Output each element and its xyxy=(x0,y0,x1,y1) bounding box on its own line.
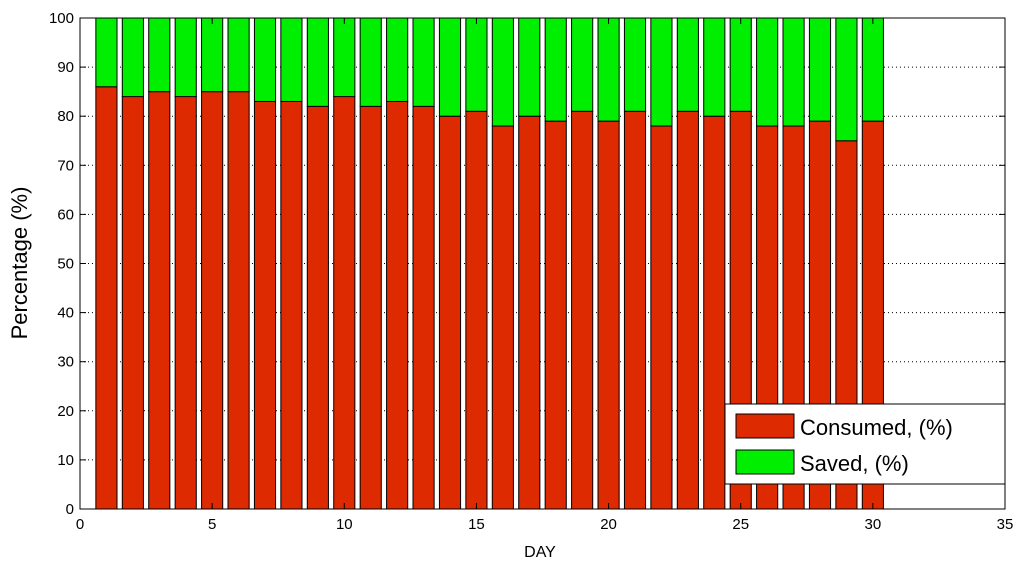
bar-consumed xyxy=(95,86,118,510)
bar-saved xyxy=(174,17,197,98)
bar-consumed xyxy=(650,125,673,510)
x-tick-label: 20 xyxy=(600,516,617,533)
legend-label-saved: Saved, (%) xyxy=(800,451,909,476)
bar-saved xyxy=(280,17,303,102)
x-tick-label: 15 xyxy=(468,516,485,533)
bar-saved xyxy=(835,17,858,142)
x-tick-label: 5 xyxy=(208,516,216,533)
bar-saved xyxy=(412,17,435,107)
bar-saved xyxy=(438,17,462,117)
bar-consumed xyxy=(438,115,462,510)
x-tick-label: 30 xyxy=(865,516,882,533)
bar-consumed xyxy=(703,115,726,510)
bar-consumed xyxy=(623,110,647,510)
bar-saved xyxy=(121,17,144,98)
y-axis-ticks: 0 10 20 30 40 50 60 70 80 90 100 xyxy=(49,10,1005,518)
bar-saved xyxy=(518,17,541,117)
bar-saved xyxy=(623,17,647,112)
y-tick-label: 30 xyxy=(57,354,74,371)
y-tick-label: 0 xyxy=(66,501,74,518)
bar-consumed xyxy=(253,100,277,510)
bar-saved xyxy=(148,17,171,93)
bar-saved xyxy=(756,17,779,127)
bar-consumed xyxy=(359,105,382,510)
bar-saved xyxy=(465,17,488,112)
bar-saved xyxy=(95,17,118,88)
bar-consumed xyxy=(148,91,171,510)
bar-saved xyxy=(359,17,382,107)
bar-saved xyxy=(808,17,832,122)
bar-saved xyxy=(201,17,224,93)
x-tick-label: 25 xyxy=(732,516,749,533)
x-tick-label: 0 xyxy=(76,516,84,533)
bar-saved xyxy=(676,17,699,112)
bar-saved xyxy=(306,17,329,107)
x-axis-title: DAY xyxy=(524,544,556,561)
bar-consumed xyxy=(333,96,356,510)
bar-saved xyxy=(571,17,594,112)
y-tick-label: 70 xyxy=(57,157,74,174)
x-tick-label: 35 xyxy=(997,516,1014,533)
bar-consumed xyxy=(280,100,303,510)
legend-swatch-consumed xyxy=(735,413,795,439)
y-tick-label: 10 xyxy=(57,452,74,469)
bar-saved xyxy=(491,17,514,127)
x-tick-label: 10 xyxy=(336,516,353,533)
bar-consumed xyxy=(571,110,594,510)
bar-consumed xyxy=(306,105,329,510)
bar-consumed xyxy=(121,96,144,510)
legend-label-consumed: Consumed, (%) xyxy=(800,415,953,440)
bar-saved xyxy=(253,17,277,102)
bar-saved xyxy=(650,17,673,127)
bar-saved xyxy=(333,17,356,98)
bar-consumed xyxy=(412,105,435,510)
y-tick-label: 50 xyxy=(57,256,74,273)
legend-swatch-saved xyxy=(735,449,795,475)
y-tick-label: 60 xyxy=(57,206,74,223)
y-tick-label: 90 xyxy=(57,59,74,76)
bar-consumed xyxy=(597,120,620,510)
bar-consumed xyxy=(676,110,699,510)
y-tick-label: 80 xyxy=(57,108,74,125)
bar-consumed xyxy=(201,91,224,510)
bar-saved xyxy=(703,17,726,117)
y-tick-label: 20 xyxy=(57,403,74,420)
y-tick-label: 100 xyxy=(49,10,74,27)
y-tick-label: 40 xyxy=(57,305,74,322)
bar-consumed xyxy=(465,110,488,510)
bar-saved xyxy=(544,17,567,122)
legend: Consumed, (%) Saved, (%) xyxy=(724,403,1006,485)
bar-saved xyxy=(227,17,250,93)
y-axis-title: Percentage (%) xyxy=(7,187,32,340)
bar-saved xyxy=(386,17,409,102)
bar-consumed xyxy=(518,115,541,510)
bar-saved xyxy=(782,17,805,127)
bar-saved xyxy=(597,17,620,122)
bar-consumed xyxy=(386,100,409,510)
bar-saved xyxy=(861,17,884,122)
bar-consumed xyxy=(174,96,197,510)
bar-consumed xyxy=(227,91,250,510)
bar-consumed xyxy=(491,125,514,510)
x-axis-ticks: 0 5 10 15 20 25 30 35 xyxy=(76,18,1014,533)
bar-saved xyxy=(729,17,752,112)
bar-consumed xyxy=(544,120,567,510)
